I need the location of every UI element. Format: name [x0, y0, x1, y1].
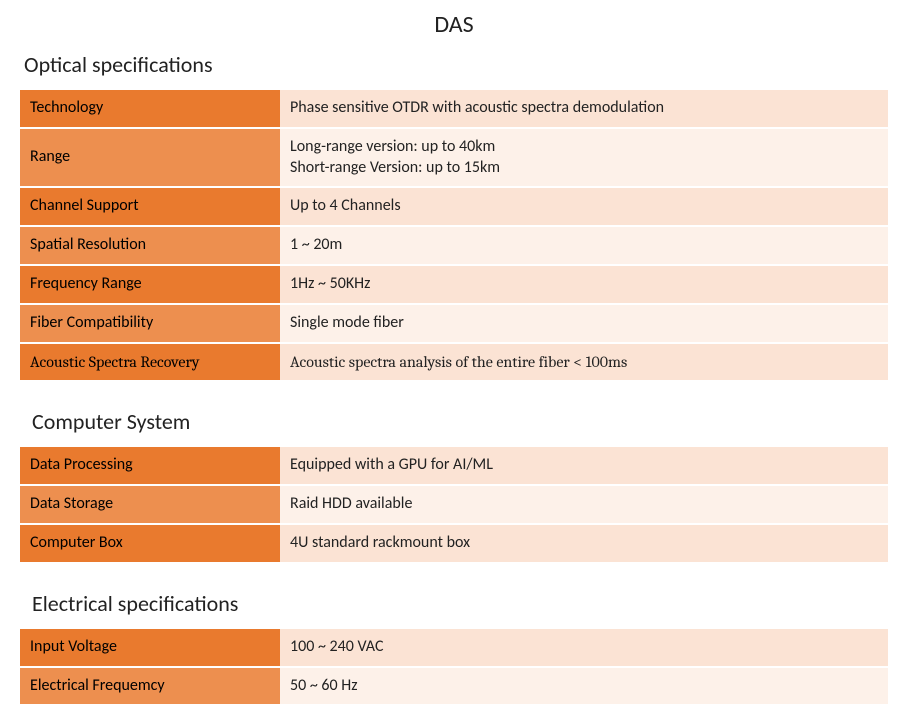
table-row: Acoustic Spectra RecoveryAcoustic spectr…	[20, 344, 888, 381]
table-row: Data StorageRaid HDD available	[20, 486, 888, 523]
section-heading: Electrical specifications	[20, 590, 888, 617]
table-row: Frequency Range1Hz ~ 50KHz	[20, 266, 888, 303]
spec-value: 50 ~ 60 Hz	[280, 668, 888, 705]
spec-label: Data Storage	[20, 486, 280, 523]
table-row: Data ProcessingEquipped with a GPU for A…	[20, 447, 888, 484]
spec-value: Equipped with a GPU for AI/ML	[280, 447, 888, 484]
table-row: TechnologyPhase sensitive OTDR with acou…	[20, 90, 888, 127]
spec-value: Raid HDD available	[280, 486, 888, 523]
section-heading: Optical specifications	[20, 51, 888, 78]
spec-label: Spatial Resolution	[20, 227, 280, 264]
spec-label: Computer Box	[20, 525, 280, 562]
spec-label: Technology	[20, 90, 280, 127]
spec-value: 100 ~ 240 VAC	[280, 629, 888, 666]
table-row: Computer Box4U standard rackmount box	[20, 525, 888, 562]
table-row: RangeLong-range version: up to 40kmShort…	[20, 129, 888, 187]
spec-value: 4U standard rackmount box	[280, 525, 888, 562]
spec-document: Optical specifications TechnologyPhase se…	[20, 51, 888, 706]
spec-value: 1 ~ 20m	[280, 227, 888, 264]
spec-value: Phase sensitive OTDR with acoustic spect…	[280, 90, 888, 127]
spec-table: Data ProcessingEquipped with a GPU for A…	[20, 445, 888, 563]
spec-value: 1Hz ~ 50KHz	[280, 266, 888, 303]
spec-label: Frequency Range	[20, 266, 280, 303]
spec-label: Data Processing	[20, 447, 280, 484]
table-row: Input Voltage100 ~ 240 VAC	[20, 629, 888, 666]
table-row: Spatial Resolution1 ~ 20m	[20, 227, 888, 264]
spec-value: Acoustic spectra analysis of the entire …	[280, 344, 888, 381]
spec-label: Input Voltage	[20, 629, 280, 666]
spec-table: Input Voltage100 ~ 240 VACElectrical Fre…	[20, 627, 888, 707]
spec-label: Fiber Compatibility	[20, 305, 280, 342]
spec-value: Long-range version: up to 40kmShort-rang…	[280, 129, 888, 187]
spec-label: Acoustic Spectra Recovery	[20, 344, 280, 381]
spec-table: TechnologyPhase sensitive OTDR with acou…	[20, 88, 888, 382]
spec-label: Range	[20, 129, 280, 187]
spec-value: Single mode fiber	[280, 305, 888, 342]
table-row: Channel SupportUp to 4 Channels	[20, 188, 888, 225]
spec-label: Electrical Frequemcy	[20, 668, 280, 705]
table-row: Electrical Frequemcy50 ~ 60 Hz	[20, 668, 888, 705]
page-title: DAS	[20, 10, 888, 39]
section-heading: Computer System	[20, 408, 888, 435]
spec-value: Up to 4 Channels	[280, 188, 888, 225]
spec-label: Channel Support	[20, 188, 280, 225]
table-row: Fiber CompatibilitySingle mode fiber	[20, 305, 888, 342]
